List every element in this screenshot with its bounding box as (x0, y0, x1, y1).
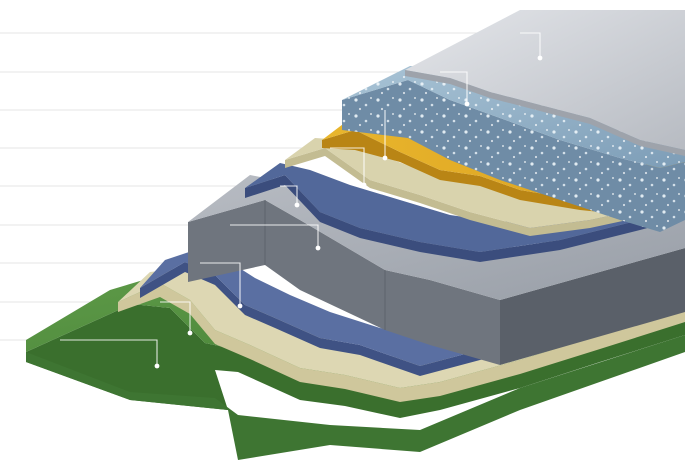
callout-dot-3 (382, 155, 388, 161)
callout-dot-5 (294, 202, 300, 208)
callout-dot-2 (464, 101, 470, 107)
layer-insulation (342, 66, 685, 232)
callout-dot-8 (187, 330, 193, 336)
callout-dot-1 (537, 55, 543, 61)
callout-dot-7 (237, 303, 243, 309)
layer-top-sheet (405, 10, 685, 156)
leader-lines-left (0, 32, 520, 341)
callout-markers (60, 32, 543, 369)
callout-dot-9 (154, 363, 160, 369)
callout-dot-6 (315, 245, 321, 251)
callout-dot-4 (361, 182, 367, 188)
